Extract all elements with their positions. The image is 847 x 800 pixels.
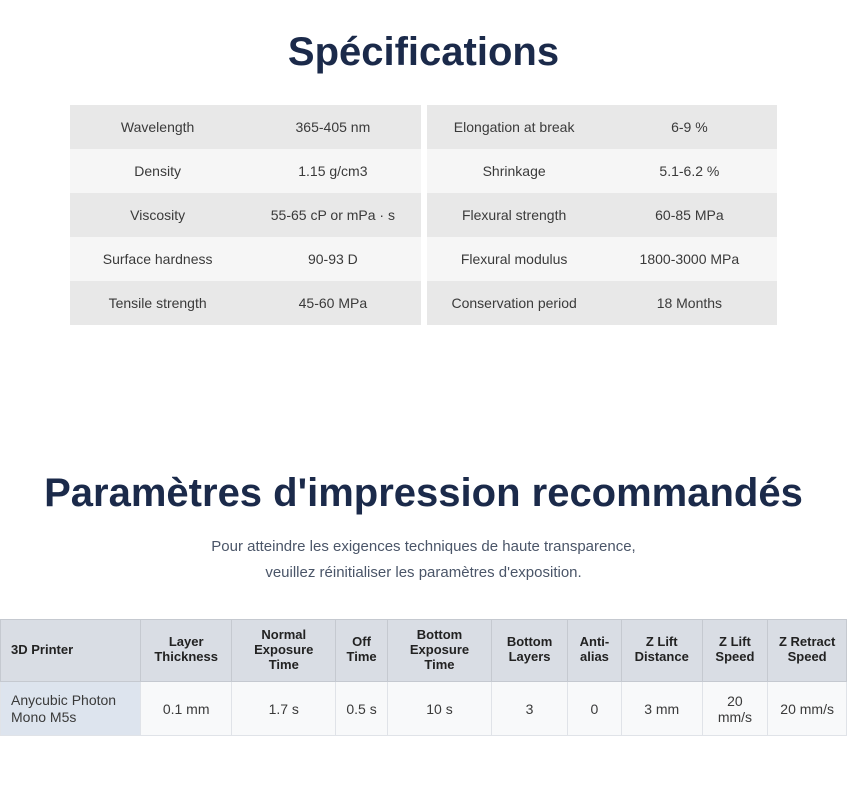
spec-value: 365-405 nm [245,119,420,135]
th-anti-alias: Anti-alias [568,620,622,682]
specifications-title: Spécifications [0,0,847,105]
spec-label: Density [70,163,245,179]
spec-row: Elongation at break 6-9 % [427,105,778,149]
spec-label: Shrinkage [427,163,602,179]
spec-row: Wavelength 365-405 nm [70,105,421,149]
spec-row: Tensile strength 45-60 MPa [70,281,421,325]
parameters-title: Paramètres d'impression recommandés [0,325,847,534]
td-value: 20 mm/s [768,681,847,736]
spec-value: 60-85 MPa [602,207,777,223]
spec-value: 45-60 MPa [245,295,420,311]
td-value: 0.5 s [336,681,388,736]
td-value: 3 [492,681,568,736]
th-bottom-layers: Bottom Layers [492,620,568,682]
spec-row: Shrinkage 5.1-6.2 % [427,149,778,193]
td-value: 1.7 s [232,681,336,736]
spec-value: 5.1-6.2 % [602,163,777,179]
th-zlift-speed: Z Lift Speed [702,620,768,682]
th-3d-printer: 3D Printer [1,620,141,682]
spec-row: Density 1.15 g/cm3 [70,149,421,193]
td-value: 0.1 mm [141,681,232,736]
th-zlift-distance: Z Lift Distance [621,620,702,682]
spec-column-right: Elongation at break 6-9 % Shrinkage 5.1-… [427,105,778,325]
specifications-table: Wavelength 365-405 nm Density 1.15 g/cm3… [0,105,847,325]
parameters-subtitle: Pour atteindre les exigences techniques … [0,534,847,619]
td-value: 10 s [387,681,491,736]
spec-value: 6-9 % [602,119,777,135]
spec-label: Conservation period [427,295,602,311]
th-layer-thickness: Layer Thickness [141,620,232,682]
spec-row: Flexural strength 60-85 MPa [427,193,778,237]
spec-label: Flexural modulus [427,251,602,267]
td-value: 3 mm [621,681,702,736]
spec-column-left: Wavelength 365-405 nm Density 1.15 g/cm3… [70,105,421,325]
spec-label: Viscosity [70,207,245,223]
th-off-time: Off Time [336,620,388,682]
td-value: 20 mm/s [702,681,768,736]
th-normal-exposure: Normal Exposure Time [232,620,336,682]
spec-label: Elongation at break [427,119,602,135]
subtitle-line: veuillez réinitialiser les paramètres d'… [0,560,847,586]
spec-value: 1.15 g/cm3 [245,163,420,179]
spec-value: 55-65 cP or mPa · s [245,207,420,223]
td-value: 0 [568,681,622,736]
th-bottom-exposure: Bottom Exposure Time [387,620,491,682]
spec-row: Surface hardness 90-93 D [70,237,421,281]
spec-value: 18 Months [602,295,777,311]
td-printer-name: Anycubic Photon Mono M5s [1,681,141,736]
th-zretract-speed: Z Retract Speed [768,620,847,682]
spec-label: Tensile strength [70,295,245,311]
spec-row: Flexural modulus 1800-3000 MPa [427,237,778,281]
spec-value: 1800-3000 MPa [602,251,777,267]
spec-row: Conservation period 18 Months [427,281,778,325]
table-row: Anycubic Photon Mono M5s 0.1 mm 1.7 s 0.… [1,681,847,736]
spec-label: Surface hardness [70,251,245,267]
spec-label: Flexural strength [427,207,602,223]
table-header-row: 3D Printer Layer Thickness Normal Exposu… [1,620,847,682]
subtitle-line: Pour atteindre les exigences techniques … [0,534,847,560]
parameters-table: 3D Printer Layer Thickness Normal Exposu… [0,619,847,736]
spec-row: Viscosity 55-65 cP or mPa · s [70,193,421,237]
spec-label: Wavelength [70,119,245,135]
spec-value: 90-93 D [245,251,420,267]
